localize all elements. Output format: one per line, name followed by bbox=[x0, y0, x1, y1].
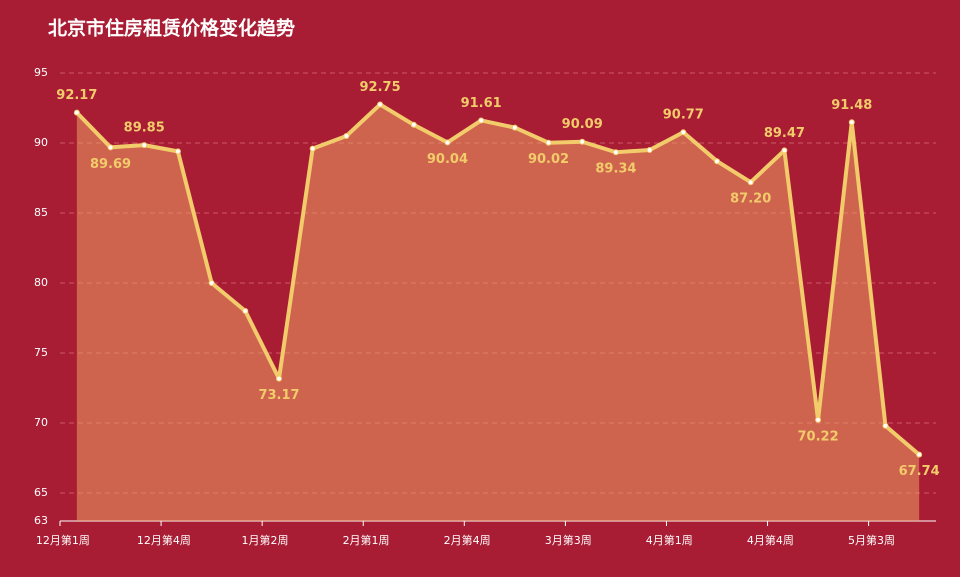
point bbox=[882, 422, 889, 429]
point bbox=[478, 117, 485, 124]
data-label: 91.61 bbox=[461, 96, 502, 111]
point bbox=[444, 139, 451, 146]
x-tick-label: 2月第4周 bbox=[444, 533, 491, 547]
point bbox=[848, 119, 855, 126]
x-tick-label: 4月第1周 bbox=[646, 533, 693, 547]
data-label: 90.09 bbox=[562, 117, 603, 132]
point bbox=[646, 147, 653, 153]
line bbox=[75, 102, 921, 457]
x-tick-label: 2月第1周 bbox=[343, 533, 390, 547]
y-tick-label: 95 bbox=[34, 66, 48, 79]
y-tick-label: 85 bbox=[34, 206, 48, 219]
x-tick-label: 4月第4周 bbox=[747, 533, 794, 547]
point bbox=[714, 158, 720, 165]
x-tick-label: 5月第3周 bbox=[848, 533, 895, 547]
point bbox=[781, 147, 788, 154]
point bbox=[174, 148, 181, 155]
point bbox=[309, 145, 316, 152]
x-tick-label: 3月第3周 bbox=[545, 533, 592, 547]
area bbox=[76, 104, 920, 521]
data-label: 87.20 bbox=[730, 192, 771, 207]
y-tick-label: 80 bbox=[34, 276, 48, 289]
data-label: 90.04 bbox=[427, 152, 468, 167]
point bbox=[747, 179, 754, 186]
x-tick-label: 12月第4周 bbox=[137, 533, 191, 547]
data-label: 92.17 bbox=[56, 88, 97, 103]
data-label: 90.77 bbox=[663, 108, 704, 123]
data-label: 91.48 bbox=[831, 98, 872, 113]
chart-title: 北京市住房租赁价格变化趋势 bbox=[48, 17, 295, 40]
point bbox=[815, 416, 822, 423]
data-label: 89.34 bbox=[595, 162, 636, 177]
data-label: 70.22 bbox=[798, 429, 839, 444]
data-label: 90.02 bbox=[528, 152, 569, 167]
point bbox=[276, 375, 282, 382]
point bbox=[107, 144, 114, 151]
y-tick-label: 63 bbox=[34, 514, 48, 527]
point bbox=[545, 139, 552, 146]
point bbox=[612, 149, 619, 156]
point bbox=[343, 133, 350, 139]
point bbox=[377, 101, 384, 108]
y-tick-label: 70 bbox=[34, 416, 48, 429]
point bbox=[916, 451, 923, 458]
point bbox=[579, 138, 586, 145]
point bbox=[410, 121, 417, 128]
x-tick-label: 12月第1周 bbox=[36, 533, 90, 547]
y-tick-label: 90 bbox=[34, 136, 48, 149]
point bbox=[242, 308, 249, 314]
y-tick-label: 65 bbox=[34, 486, 48, 499]
y-tick-label: 75 bbox=[34, 346, 48, 359]
data-label: 73.17 bbox=[258, 388, 299, 403]
data-label: 89.47 bbox=[764, 126, 805, 141]
point bbox=[141, 142, 148, 149]
data-label: 67.74 bbox=[899, 464, 940, 479]
point bbox=[73, 109, 80, 116]
point bbox=[511, 124, 518, 131]
x-tick-label: 1月第2周 bbox=[242, 533, 289, 547]
point bbox=[680, 129, 687, 136]
point bbox=[208, 280, 215, 286]
data-label: 89.69 bbox=[90, 157, 131, 172]
data-label: 92.75 bbox=[360, 80, 401, 95]
data-label: 89.85 bbox=[124, 121, 165, 136]
